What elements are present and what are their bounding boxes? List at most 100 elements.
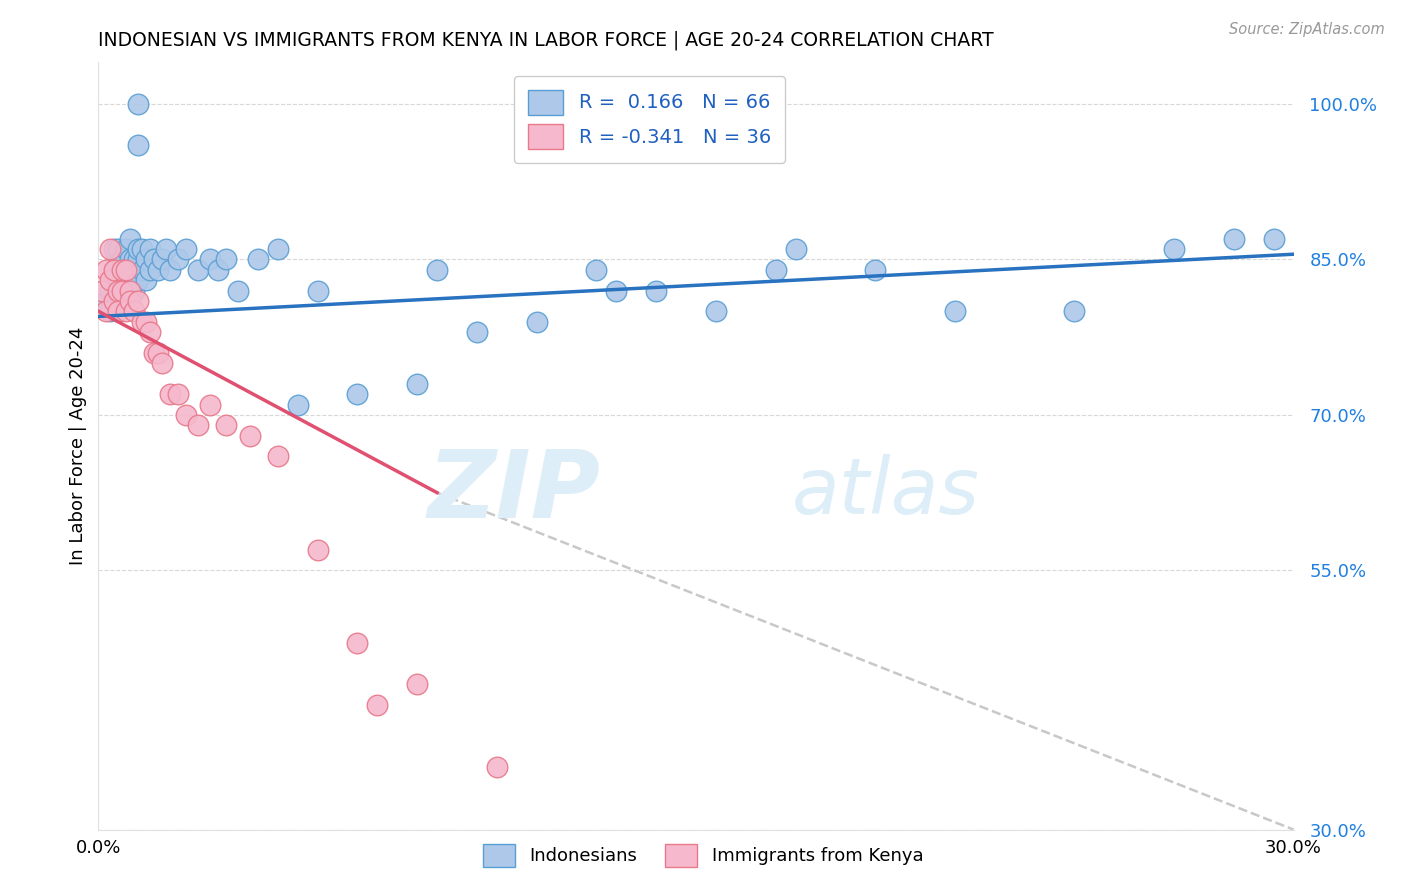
- Legend: Indonesians, Immigrants from Kenya: Indonesians, Immigrants from Kenya: [475, 837, 931, 874]
- Point: [215, 252, 238, 267]
- Point: [107, 273, 129, 287]
- Point: [246, 252, 269, 267]
- Point: [98, 242, 122, 256]
- Point: [107, 304, 129, 318]
- Point: [139, 325, 162, 339]
- Point: [127, 273, 149, 287]
- Point: [943, 304, 966, 318]
- Point: [143, 252, 166, 267]
- Point: [605, 284, 627, 298]
- Point: [346, 387, 368, 401]
- Point: [115, 262, 138, 277]
- Point: [103, 262, 125, 277]
- Point: [465, 325, 488, 339]
- Point: [103, 273, 125, 287]
- Point: [131, 315, 153, 329]
- Point: [785, 242, 807, 256]
- Point: [139, 262, 162, 277]
- Point: [115, 304, 138, 318]
- Point: [124, 262, 146, 277]
- Point: [115, 284, 138, 298]
- Point: [307, 284, 329, 298]
- Point: [124, 304, 146, 318]
- Point: [198, 398, 221, 412]
- Point: [198, 252, 221, 267]
- Point: [159, 262, 181, 277]
- Point: [148, 345, 170, 359]
- Point: [645, 284, 668, 298]
- Point: [103, 262, 125, 277]
- Point: [135, 252, 157, 267]
- Point: [127, 96, 149, 111]
- Point: [187, 418, 209, 433]
- Point: [127, 138, 149, 153]
- Point: [406, 677, 429, 691]
- Point: [307, 542, 329, 557]
- Point: [187, 262, 209, 277]
- Point: [239, 428, 262, 442]
- Point: [174, 242, 197, 256]
- Point: [103, 242, 125, 256]
- Point: [111, 293, 134, 308]
- Point: [226, 284, 249, 298]
- Point: [704, 304, 727, 318]
- Text: Source: ZipAtlas.com: Source: ZipAtlas.com: [1229, 22, 1385, 37]
- Point: [127, 293, 149, 308]
- Point: [1263, 232, 1285, 246]
- Point: [115, 242, 138, 256]
- Point: [98, 273, 122, 287]
- Point: [103, 293, 125, 308]
- Point: [120, 293, 142, 308]
- Point: [346, 636, 368, 650]
- Point: [148, 262, 170, 277]
- Point: [406, 376, 429, 391]
- Point: [765, 262, 787, 277]
- Point: [167, 387, 190, 401]
- Point: [115, 262, 138, 277]
- Legend: R =  0.166   N = 66, R = -0.341   N = 36: R = 0.166 N = 66, R = -0.341 N = 36: [515, 76, 785, 163]
- Point: [366, 698, 388, 713]
- Point: [120, 273, 142, 287]
- Point: [120, 284, 142, 298]
- Point: [167, 252, 190, 267]
- Point: [155, 242, 177, 256]
- Point: [124, 284, 146, 298]
- Point: [135, 273, 157, 287]
- Text: atlas: atlas: [792, 454, 980, 530]
- Point: [127, 242, 149, 256]
- Point: [267, 242, 290, 256]
- Point: [111, 262, 134, 277]
- Point: [865, 262, 887, 277]
- Point: [127, 252, 149, 267]
- Point: [96, 262, 118, 277]
- Point: [426, 262, 449, 277]
- Point: [111, 284, 134, 298]
- Point: [1223, 232, 1246, 246]
- Point: [120, 252, 142, 267]
- Point: [1063, 304, 1085, 318]
- Point: [131, 262, 153, 277]
- Point: [143, 345, 166, 359]
- Point: [120, 232, 142, 246]
- Point: [150, 356, 173, 370]
- Point: [96, 304, 118, 318]
- Point: [139, 242, 162, 256]
- Point: [96, 293, 118, 308]
- Point: [107, 242, 129, 256]
- Point: [98, 284, 122, 298]
- Point: [111, 252, 134, 267]
- Point: [107, 284, 129, 298]
- Text: INDONESIAN VS IMMIGRANTS FROM KENYA IN LABOR FORCE | AGE 20-24 CORRELATION CHART: INDONESIAN VS IMMIGRANTS FROM KENYA IN L…: [98, 30, 994, 50]
- Text: ZIP: ZIP: [427, 446, 600, 538]
- Point: [107, 284, 129, 298]
- Point: [124, 252, 146, 267]
- Point: [526, 315, 548, 329]
- Point: [150, 252, 173, 267]
- Point: [174, 408, 197, 422]
- Point: [131, 242, 153, 256]
- Point: [585, 262, 607, 277]
- Point: [1163, 242, 1185, 256]
- Point: [159, 387, 181, 401]
- Point: [207, 262, 229, 277]
- Y-axis label: In Labor Force | Age 20-24: In Labor Force | Age 20-24: [69, 326, 87, 566]
